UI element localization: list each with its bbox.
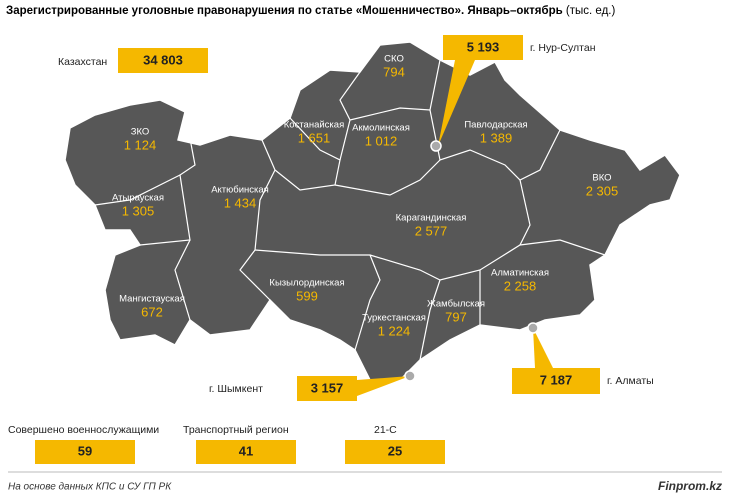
value-box xyxy=(196,440,296,464)
pointer xyxy=(533,328,553,368)
pointer xyxy=(357,376,410,396)
city-dot xyxy=(527,322,539,334)
region-name: Карагандинская xyxy=(396,213,467,224)
value-box xyxy=(345,440,445,464)
city-label: г. Шымкент xyxy=(209,383,263,395)
region-value: 2 258 xyxy=(504,278,537,293)
region-value: 794 xyxy=(383,64,405,79)
value-box xyxy=(35,440,135,464)
city-value: 5 193 xyxy=(467,39,500,54)
region-value: 1 124 xyxy=(124,137,157,152)
region-value: 1 651 xyxy=(298,130,331,145)
footer-source: На основе данных КПС и СУ ГП РК xyxy=(8,482,172,493)
region-value: 599 xyxy=(296,288,318,303)
region-name: Актюбинская xyxy=(211,185,269,196)
title-unit: (тыс. ед.) xyxy=(566,5,616,17)
region-name: Туркестанская xyxy=(362,313,426,324)
region-value: 2 577 xyxy=(415,223,448,238)
region-value: 1 224 xyxy=(378,323,411,338)
value-box xyxy=(297,376,357,401)
title: Зарегистрированные уголовные правонаруше… xyxy=(6,5,563,17)
pointer xyxy=(438,60,475,146)
extra-label: Совершено военнослужащими xyxy=(8,424,159,436)
region-value: 1 389 xyxy=(480,130,513,145)
region-name: СКО xyxy=(384,54,404,65)
region-value: 1 434 xyxy=(224,195,257,210)
extra-value: 25 xyxy=(388,443,402,458)
extra-value: 59 xyxy=(78,443,92,458)
title-line: Зарегистрированные уголовные правонаруше… xyxy=(6,5,615,17)
map-outline xyxy=(64,41,681,381)
city-dot xyxy=(404,370,416,382)
region-name: Атырауская xyxy=(112,193,164,204)
extra-label: 21-С xyxy=(374,424,397,436)
region-value: 2 305 xyxy=(586,183,619,198)
city-value: 3 157 xyxy=(311,380,344,395)
city-dot xyxy=(430,140,442,152)
region-name: Павлодарская xyxy=(464,120,527,131)
value-box xyxy=(118,48,208,73)
region-name: Мангистауская xyxy=(119,294,185,305)
region-value: 797 xyxy=(445,309,467,324)
region-name: Алматинская xyxy=(491,268,549,279)
region-name: ЗКО xyxy=(131,127,150,138)
extra-value: 41 xyxy=(239,443,253,458)
region-value: 1 012 xyxy=(365,133,398,148)
region-name: Костанайская xyxy=(284,120,344,131)
extra-label: Транспортный регион xyxy=(183,424,289,436)
region-value: 672 xyxy=(141,304,163,319)
total-value: 34 803 xyxy=(143,52,183,67)
region-name: Кызылординская xyxy=(269,278,344,289)
total-label: Казахстан xyxy=(58,56,107,68)
region-value: 1 305 xyxy=(122,203,155,218)
region-borders xyxy=(94,59,606,361)
city-label: г. Алматы xyxy=(607,375,654,387)
value-box xyxy=(443,35,523,60)
region-name: Акмолинская xyxy=(352,123,410,134)
region-name: ВКО xyxy=(592,173,611,184)
region-name: Жамбылская xyxy=(427,299,485,310)
footer-brand: Finprom.kz xyxy=(658,479,722,493)
city-value: 7 187 xyxy=(540,372,573,387)
value-box xyxy=(512,368,600,394)
city-label: г. Нур-Султан xyxy=(530,42,596,54)
